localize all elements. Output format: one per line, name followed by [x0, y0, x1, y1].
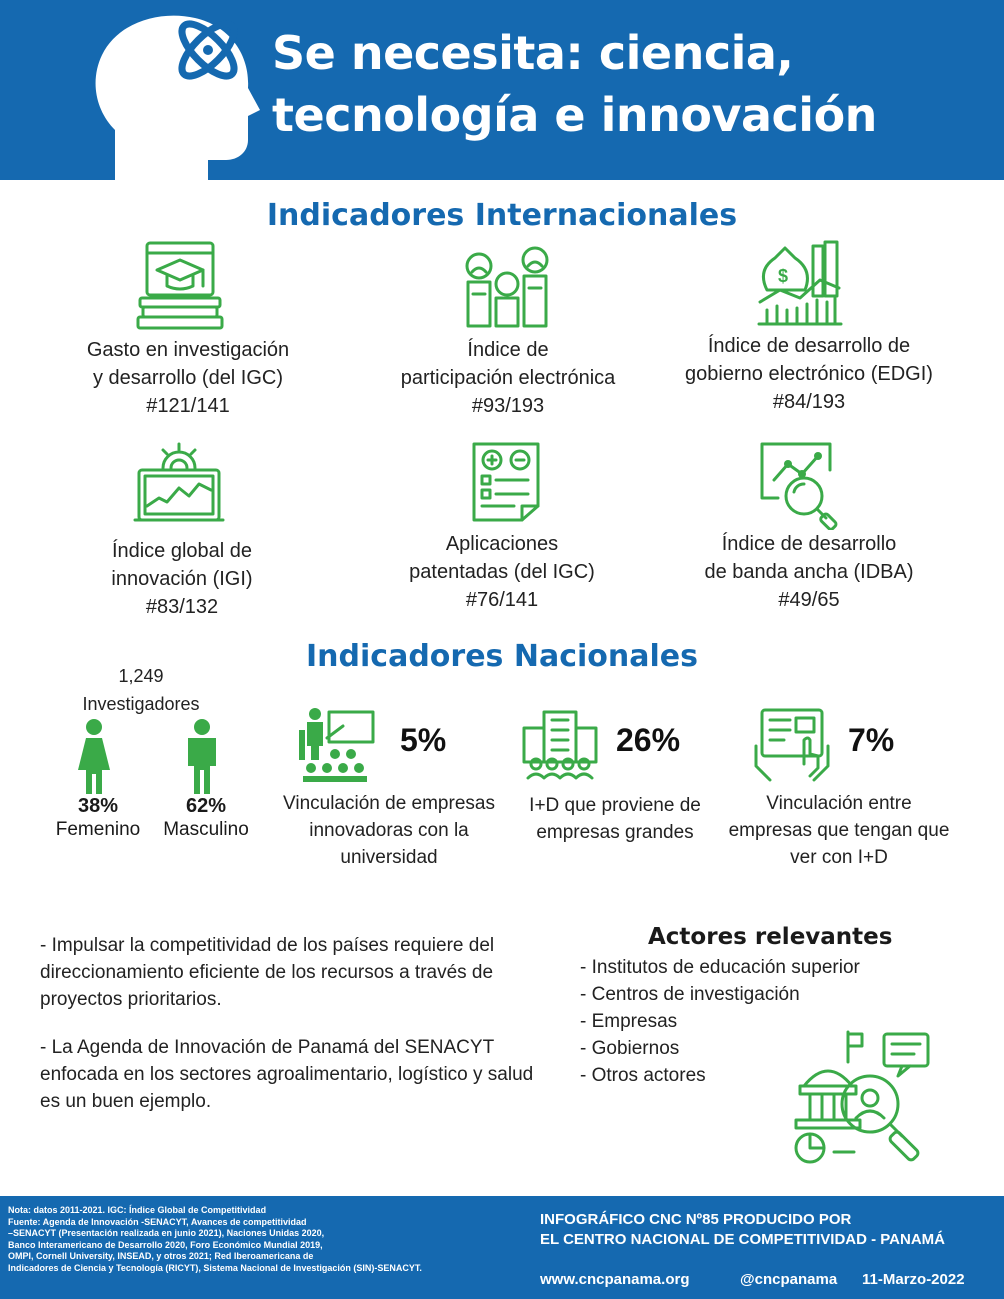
actors-list: - Institutos de educación superior - Cen…: [580, 954, 920, 1089]
stat-2-line1: I+D que proviene de: [529, 795, 701, 816]
footer-credit: INFOGRÁFICO CNC Nº85 PRODUCIDO POR EL CE…: [540, 1210, 1000, 1250]
title-line-2: tecnología e innovación: [272, 88, 877, 142]
indicator-6-rank: #49/65: [778, 589, 840, 611]
international-section-title: Indicadores Internacionales: [266, 198, 738, 233]
graduation-books-icon: [136, 241, 224, 330]
stat-3-line2: empresas que tengan que: [728, 820, 950, 841]
footer-banner: [0, 1196, 1004, 1299]
para2-line2: enfocada en los sectores agroalimentario…: [40, 1064, 534, 1085]
indicator-3-line2: gobierno electrónico (EDGI): [685, 363, 933, 385]
male-label: Masculino: [163, 819, 249, 840]
male-person-icon: [188, 719, 216, 794]
indicator-1-rank: #121/141: [146, 395, 230, 417]
paragraph-1: - Impulsar la competitividad de los país…: [40, 932, 580, 1013]
teacher-classroom-icon: [299, 708, 375, 782]
para1-line3: proyectos prioritarios.: [40, 989, 222, 1010]
indicator-4-line2: innovación (IGI): [111, 568, 253, 590]
svg-text:$: $: [778, 266, 788, 286]
indicator-4: Índice global de innovación (IGI) #83/13…: [52, 537, 312, 621]
para2-line3: es un buen ejemplo.: [40, 1091, 212, 1112]
page-title: Se necesita: ciencia, tecnología e innov…: [272, 22, 992, 146]
money-growth-icon: $: [757, 240, 843, 326]
stat-1-line2: innovadoras con la: [309, 820, 469, 841]
stat-3-label: Vinculación entre empresas que tengan qu…: [718, 790, 960, 871]
actor-item: - Gobiernos: [580, 1038, 680, 1059]
indicator-1: Gasto en investigación y desarrollo (del…: [58, 336, 318, 420]
indicator-2-line2: participación electrónica: [400, 367, 616, 389]
footer-note-line: OMPI, Cornell University, INSEAD, y otro…: [8, 1251, 314, 1261]
actor-item: - Centros de investigación: [580, 984, 800, 1005]
male-stat: 62% Masculino: [156, 794, 256, 842]
stat-1-line1: Vinculación de empresas: [283, 793, 495, 814]
paragraph-2: - La Agenda de Innovación de Panamá del …: [40, 1034, 580, 1115]
researchers-block: 1,249 Investigadores: [60, 662, 222, 718]
head-atom-icon: [95, 15, 260, 180]
actors-title: Actores relevantes: [648, 924, 893, 950]
stat-2-value: 26%: [616, 722, 681, 758]
indicator-3-line1: Índice de desarrollo de: [707, 335, 911, 357]
footer-credit-line2: EL CENTRO NACIONAL DE COMPETITIVIDAD - P…: [540, 1231, 946, 1248]
female-person-icon: [78, 719, 110, 794]
footer-website[interactable]: www.cncpanama.org: [540, 1271, 690, 1288]
indicator-3: Índice de desarrollo de gobierno electró…: [670, 332, 948, 416]
indicator-1-line2: y desarrollo (del IGC): [92, 367, 284, 389]
indicator-5-rank: #76/141: [465, 589, 539, 611]
indicator-5-line1: Aplicaciones: [445, 533, 559, 555]
stat-1-value: 5%: [400, 722, 447, 758]
researchers-count: 1,249: [118, 666, 164, 686]
stat-2-label: I+D que proviene de empresas grandes: [510, 792, 720, 846]
indicator-1-line1: Gasto en investigación: [86, 339, 290, 361]
footer-note-line: Nota: datos 2011-2021. IGC: Índice Globa…: [8, 1205, 267, 1215]
indicator-2: Índice de participación electrónica #93/…: [378, 336, 638, 420]
laptop-chart-icon: [133, 442, 225, 522]
indicator-2-line1: Índice de: [467, 339, 549, 361]
indicator-4-rank: #83/132: [145, 596, 219, 618]
people-podium-icon: [465, 246, 549, 328]
female-stat: 38% Femenino: [48, 794, 148, 842]
para2-line1: - La Agenda de Innovación de Panamá del …: [40, 1037, 495, 1058]
footer-date: 11-Marzo-2022: [862, 1271, 965, 1288]
indicator-2-rank: #93/193: [471, 395, 545, 417]
indicator-6: Índice de desarrollo de banda ancha (IDB…: [676, 530, 942, 614]
male-pct: 62%: [185, 795, 227, 817]
researchers-label: Investigadores: [82, 694, 200, 714]
para1-line1: - Impulsar la competitividad de los país…: [40, 935, 495, 956]
national-section-title: Indicadores Nacionales: [306, 639, 698, 674]
footer-note-line: –SENACYT (Presentación realizada en juni…: [8, 1228, 325, 1238]
footer-note-line: Indicadores de Ciencia y Tecnología (RIC…: [8, 1262, 422, 1273]
title-line-1: Se necesita: ciencia,: [272, 26, 794, 80]
actor-item: - Empresas: [580, 1011, 678, 1032]
stat-3-value: 7%: [848, 722, 895, 758]
magnifier-analytics-icon: [760, 442, 838, 530]
document-calculator-icon: [472, 442, 540, 522]
footer-credit-line1: INFOGRÁFICO CNC Nº85 PRODUCIDO POR: [540, 1211, 852, 1228]
footer-note-line: Banco Interamericano de Desarrollo 2020,…: [8, 1239, 323, 1250]
actor-item: - Otros actores: [580, 1065, 706, 1086]
indicator-5: Aplicaciones patentadas (del IGC) #76/14…: [372, 530, 632, 614]
footer-handle[interactable]: @cncpanama: [740, 1271, 838, 1288]
hands-tablet-icon: [754, 708, 830, 782]
stat-3-line3: ver con I+D: [790, 847, 888, 868]
indicator-6-line2: de banda ancha (IDBA): [704, 561, 914, 583]
indicator-6-line1: Índice de desarrollo: [721, 533, 897, 555]
para1-line2: direccionamiento eficiente de los recurs…: [40, 962, 494, 983]
stat-1-line3: universidad: [340, 847, 438, 868]
female-label: Femenino: [55, 819, 141, 840]
indicator-4-line1: Índice global de: [111, 540, 253, 562]
indicator-3-rank: #84/193: [772, 391, 846, 413]
female-pct: 38%: [77, 795, 119, 817]
institution-search-icon: [794, 1030, 930, 1164]
footer-note-line: Fuente: Agenda de Innovación -SENACYT, A…: [8, 1216, 307, 1227]
building-people-icon: [522, 710, 598, 780]
stat-2-line2: empresas grandes: [536, 822, 694, 843]
indicator-5-line2: patentadas (del IGC): [409, 561, 595, 583]
stat-3-line1: Vinculación entre: [766, 793, 912, 814]
actor-item: - Institutos de educación superior: [580, 957, 860, 978]
footer-sources: Nota: datos 2011-2021. IGC: Índice Globa…: [8, 1205, 528, 1274]
stat-1-label: Vinculación de empresas innovadoras con …: [268, 790, 510, 871]
